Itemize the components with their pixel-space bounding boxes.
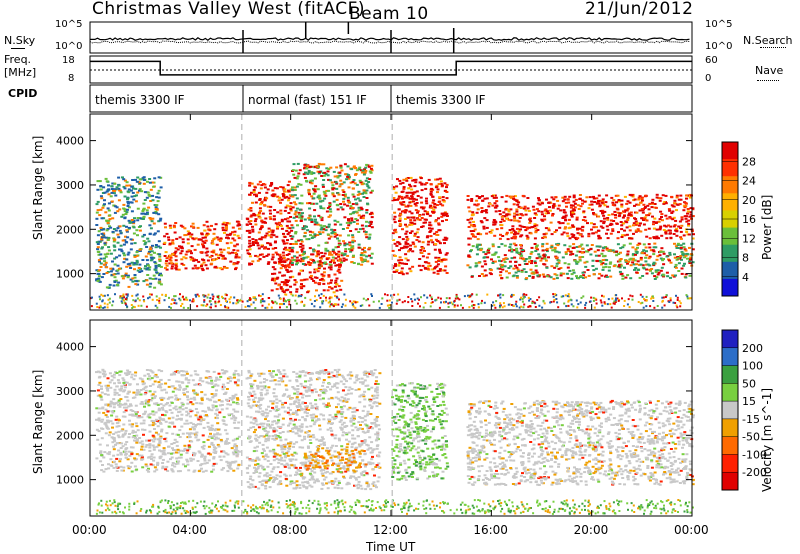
velocity-colorbar-label: Velocity [m s^-1] — [760, 388, 774, 492]
freq-tick-top: 18 — [62, 55, 75, 66]
freq-unit-label: [MHz] — [4, 66, 37, 79]
freq-label: Freq. — [4, 53, 32, 66]
colorbar-tick-label: 16 — [742, 213, 756, 226]
nsearch-tick-top: 10^5 — [705, 19, 732, 30]
colorbar-tick-label: 12 — [742, 232, 756, 245]
nsky-tick-top: 10^5 — [55, 19, 82, 30]
x-tick-label: 20:00 — [574, 523, 609, 537]
nave-legend-line — [757, 80, 779, 81]
x-tick-label: 16:00 — [473, 523, 508, 537]
y-tick-label: 4000 — [56, 341, 84, 354]
y-tick-label: 1000 — [56, 474, 84, 487]
colorbar-swatch — [722, 261, 738, 280]
colorbar-tick-label: 4 — [742, 271, 749, 284]
colorbar-tick-label: 15 — [742, 395, 756, 408]
x-axis: 00:00 04:00 08:00 12:00 16:00 20:00 00:00 — [72, 114, 709, 537]
colorbar-swatch — [722, 244, 738, 263]
colorbar-tick-label: -50 — [742, 431, 760, 444]
x-tick-label: 08:00 — [273, 523, 308, 537]
colorbar-swatch — [722, 365, 738, 384]
colorbar-tick-label: 200 — [742, 342, 763, 355]
colorbar-swatch — [722, 278, 738, 297]
nsky-trace — [89, 37, 690, 41]
freq-panel: 18 8 60 0 — [62, 55, 718, 84]
x-tick-label: 12:00 — [373, 523, 408, 537]
nsearch-legend-line — [760, 47, 786, 48]
colorbar-swatch — [722, 401, 738, 420]
freq-tick-bottom: 8 — [68, 73, 74, 84]
colorbar-swatch — [722, 193, 738, 211]
cpid-segment-label: normal (fast) 151 IF — [248, 93, 367, 107]
nsky-tick-bottom: 10^0 — [55, 41, 82, 52]
colorbar-swatch — [722, 227, 738, 246]
x-tick-label: 04:00 — [172, 523, 207, 537]
colorbar-swatch — [722, 418, 738, 438]
colorbar-tick-label: -15 — [742, 413, 760, 426]
y-tick-label: 3000 — [56, 385, 84, 398]
nsearch-tick-bottom: 10^0 — [705, 41, 732, 52]
freq-trace — [90, 60, 692, 76]
nave-tick-bottom: 0 — [705, 73, 711, 84]
nsearch-trace — [89, 40, 690, 44]
colorbar-swatch — [722, 159, 738, 177]
power-ylabel: Slant Range [km] — [31, 136, 45, 240]
nsky-label: N.Sky — [4, 34, 36, 47]
x-tick-label: 00:00 — [674, 523, 709, 537]
colorbar-swatch — [722, 454, 738, 473]
y-tick-label: 2000 — [56, 429, 84, 442]
colorbar-tick-label: 50 — [742, 377, 756, 390]
velocity-panel: 4000 3000 2000 1000 Slant Range [km] — [31, 319, 695, 517]
velocity-colorbar: 200 100 50 15 -15 -50 -100 -200 — [721, 329, 767, 491]
colorbar-swatch — [722, 330, 738, 349]
nsky-panel: 10^5 10^0 10^5 10^0 — [55, 19, 732, 54]
colorbar-swatch — [722, 383, 738, 402]
y-tick-label: 1000 — [56, 268, 84, 281]
beam-label: Beam 10 — [349, 4, 429, 24]
y-tick-label: 2000 — [56, 223, 84, 236]
colorbar-swatch — [722, 347, 738, 367]
velocity-ylabel: Slant Range [km] — [31, 370, 45, 474]
colorbar-tick-label: 24 — [742, 175, 756, 188]
cpid-label: CPID — [8, 87, 38, 100]
power-panel: 4000 3000 2000 1000 Slant Range [km] — [31, 113, 695, 311]
colorbar-tick-label: 100 — [742, 360, 763, 373]
colorbar-tick-label: -200 — [742, 466, 767, 479]
colorbar-tick-label: 28 — [742, 155, 756, 168]
nave-tick-top: 60 — [705, 55, 718, 66]
power-colorbar-label: Power [dB] — [760, 195, 774, 260]
date-label: 21/Jun/2012 — [585, 0, 694, 19]
y-tick-label: 4000 — [56, 135, 84, 148]
colorbar-tick-label: 8 — [742, 252, 749, 265]
cpid-segment-label: themis 3300 IF — [95, 93, 185, 107]
colorbar-swatch — [722, 472, 738, 491]
colorbar-tick-label: 20 — [742, 194, 756, 207]
colorbar-swatch — [722, 176, 738, 194]
colorbar-swatch — [722, 142, 738, 160]
nave-label: Nave — [755, 64, 784, 77]
y-tick-label: 3000 — [56, 179, 84, 192]
x-tick-label: 00:00 — [72, 523, 107, 537]
colorbar-tick-label: -100 — [742, 448, 767, 461]
chart-title: Christmas Valley West (fitACF) — [92, 0, 366, 19]
nsky-legend-line — [11, 48, 25, 49]
nsearch-label: N.Search — [743, 34, 793, 47]
power-colorbar: 28 24 20 16 12 8 4 — [721, 141, 756, 297]
cpid-panel: themis 3300 IF normal (fast) 151 IF themis… — [89, 84, 693, 113]
x-axis-label: Time UT — [365, 540, 416, 554]
cpid-segment-label: themis 3300 IF — [396, 93, 486, 107]
colorbar-swatch — [722, 436, 738, 455]
